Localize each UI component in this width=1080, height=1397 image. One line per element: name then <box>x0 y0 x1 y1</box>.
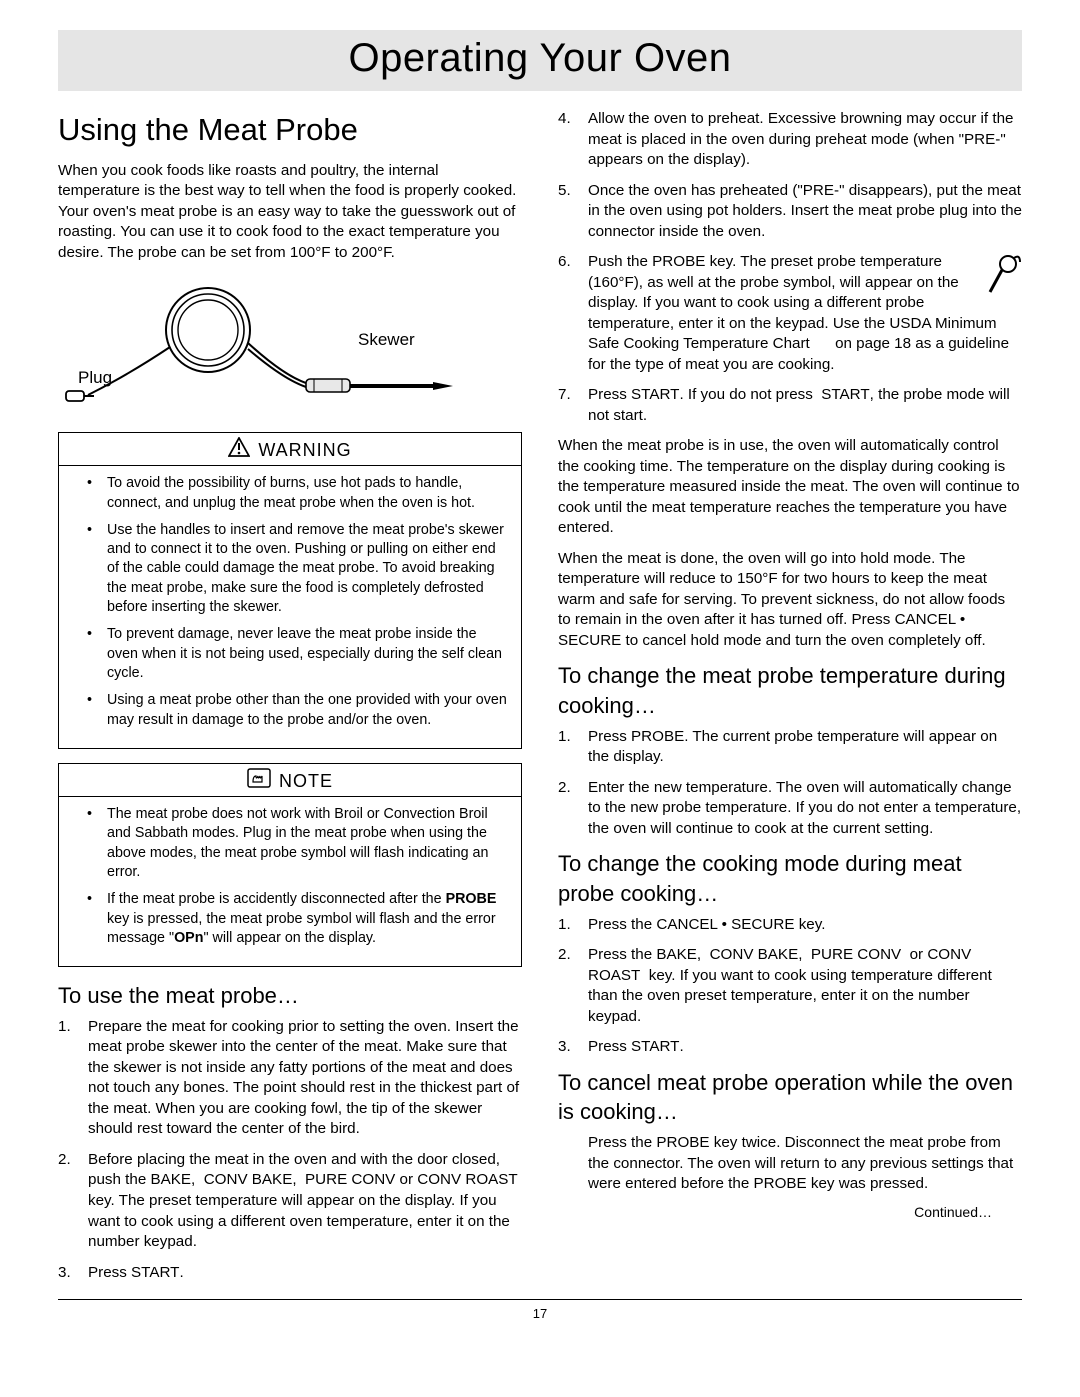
step-item: Press START. <box>58 1263 522 1284</box>
step-item: Press PROBE. The current probe temperatu… <box>558 727 1022 768</box>
step-item: Before placing the meat in the oven and … <box>58 1150 522 1253</box>
subheading-use: To use the meat probe… <box>58 981 522 1011</box>
footer-rule <box>58 1299 1022 1300</box>
step-item: Allow the oven to preheat. Excessive bro… <box>558 109 1022 171</box>
probe-icon <box>980 252 1022 303</box>
step-item: Press START. If you do not press START, … <box>558 385 1022 426</box>
change-mode-steps: Press the CANCEL • SECURE key. Press the… <box>558 915 1022 1058</box>
warning-body: To avoid the possibility of burns, use h… <box>59 466 521 748</box>
note-list: The meat probe does not work with Broil … <box>73 805 507 948</box>
use-steps-continued: Allow the oven to preheat. Excessive bro… <box>558 109 1022 426</box>
note-item: The meat probe does not work with Broil … <box>73 805 507 882</box>
warning-item: Use the handles to insert and remove the… <box>73 521 507 617</box>
diagram-label-skewer: Skewer <box>358 330 415 349</box>
warning-item: Using a meat probe other than the one pr… <box>73 691 507 730</box>
page-number: 17 <box>58 1306 1022 1321</box>
subheading-change-temp: To change the meat probe temperature dur… <box>558 661 1022 720</box>
diagram-label-plug: Plug <box>78 368 112 387</box>
intro-paragraph: When you cook foods like roasts and poul… <box>58 161 522 264</box>
note-icon <box>247 768 271 794</box>
change-temp-steps: Press PROBE. The current probe temperatu… <box>558 727 1022 840</box>
step-item: Press START. <box>558 1037 1022 1058</box>
two-column-layout: Using the Meat Probe When you cook foods… <box>58 109 1022 1293</box>
use-steps: Prepare the meat for cooking prior to se… <box>58 1017 522 1283</box>
left-column: Using the Meat Probe When you cook foods… <box>58 109 522 1293</box>
page-banner: Operating Your Oven <box>58 30 1022 91</box>
step-item: Press the BAKE, CONV BAKE, PURE CONV or … <box>558 945 1022 1027</box>
probe-diagram-svg: Plug Skewer <box>58 275 478 415</box>
warning-icon <box>228 437 250 463</box>
note-item: If the meat probe is accidently disconne… <box>73 890 507 948</box>
step-item: Push the PROBE key. The preset probe tem… <box>558 252 1022 375</box>
right-column: Allow the oven to preheat. Excessive bro… <box>558 109 1022 1293</box>
body-paragraph: When the meat probe is in use, the oven … <box>558 436 1022 539</box>
cancel-body: Press the PROBE key twice. Disconnect th… <box>558 1133 1022 1195</box>
continued-marker: Continued… <box>558 1203 1022 1222</box>
subheading-change-mode: To change the cooking mode during meat p… <box>558 849 1022 908</box>
body-paragraph: When the meat is done, the oven will go … <box>558 549 1022 652</box>
step-item: Press the CANCEL • SECURE key. <box>558 915 1022 936</box>
warning-item: To avoid the possibility of burns, use h… <box>73 474 507 513</box>
note-box: NOTE The meat probe does not work with B… <box>58 763 522 967</box>
note-title: NOTE <box>279 769 333 793</box>
page: Operating Your Oven Using the Meat Probe… <box>0 0 1080 1341</box>
note-header: NOTE <box>59 764 521 797</box>
step-item: Enter the new temperature. The oven will… <box>558 778 1022 840</box>
note-body: The meat probe does not work with Broil … <box>59 797 521 966</box>
warning-box: WARNING To avoid the possibility of burn… <box>58 432 522 749</box>
warning-item: To prevent damage, never leave the meat … <box>73 625 507 683</box>
warning-title: WARNING <box>258 438 351 462</box>
probe-diagram: Plug Skewer <box>58 275 522 422</box>
page-title: Operating Your Oven <box>58 36 1022 81</box>
warning-header: WARNING <box>59 433 521 466</box>
section-heading: Using the Meat Probe <box>58 109 522 151</box>
step-item: Prepare the meat for cooking prior to se… <box>58 1017 522 1140</box>
subheading-cancel: To cancel meat probe operation while the… <box>558 1068 1022 1127</box>
warning-list: To avoid the possibility of burns, use h… <box>73 474 507 730</box>
step-item: Once the oven has preheated ("PRE-" disa… <box>558 181 1022 243</box>
